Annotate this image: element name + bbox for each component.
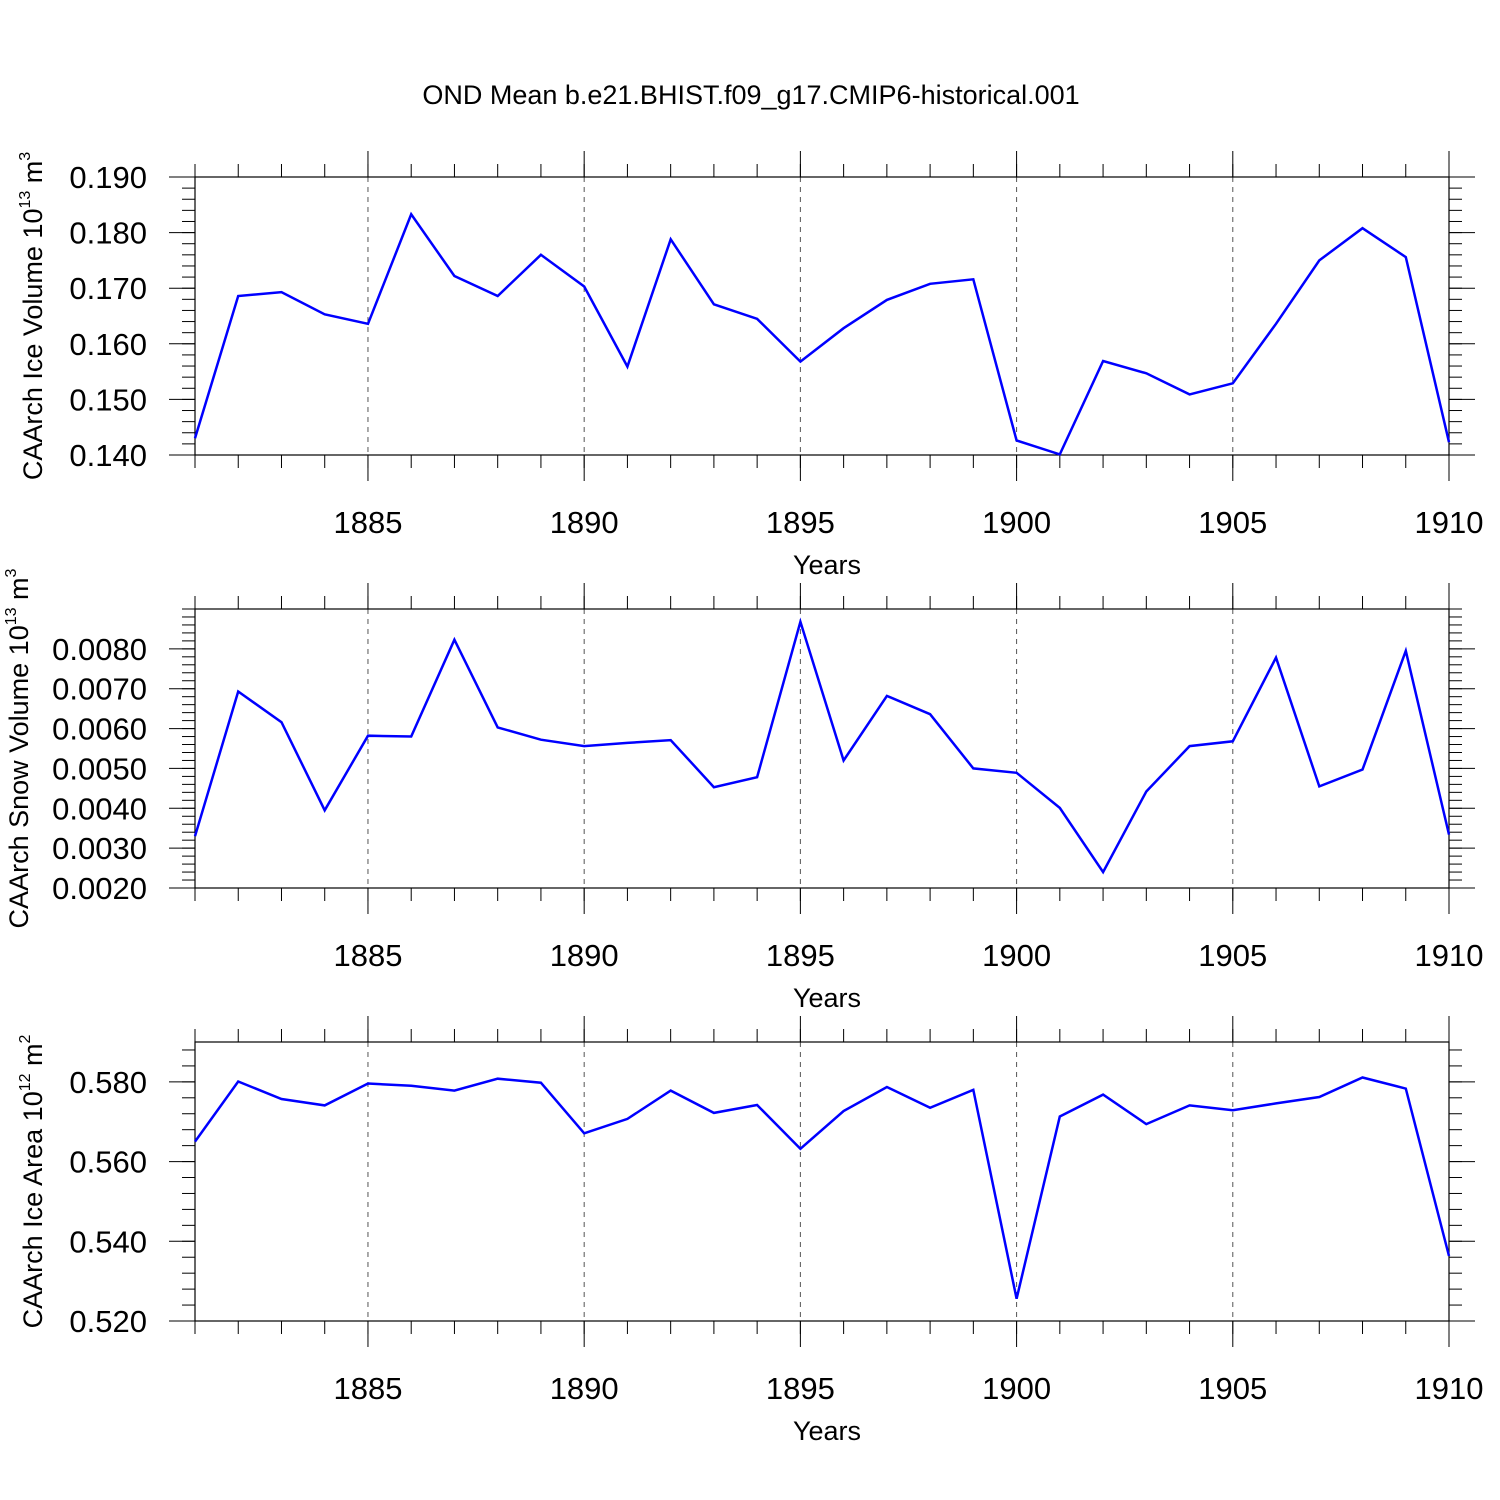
y-axis-title: CAArch Ice Volume 1013 m3 xyxy=(17,152,48,480)
x-tick-label: 1885 xyxy=(333,505,402,540)
x-tick-label: 1890 xyxy=(550,505,619,540)
y-tick-label: 0.0070 xyxy=(52,672,147,707)
y-tick-label: 0.0020 xyxy=(52,871,147,906)
y-axis-title: CAArch Snow Volume 1013 m3 xyxy=(3,568,34,928)
x-tick-label: 1900 xyxy=(982,938,1051,973)
x-axis-title: Years xyxy=(793,983,861,1013)
series-line xyxy=(193,617,1451,875)
y-tick-label: 0.0060 xyxy=(52,712,147,747)
y-tick-label: 0.150 xyxy=(69,382,147,417)
y-tick-label: 0.190 xyxy=(69,160,147,195)
chart-panel-2: 0.0020 0.0030 0.0040 0.0050 0.0060 0.0070 0.00… xyxy=(3,568,1483,1013)
x-tick-label: 1910 xyxy=(1415,1371,1484,1406)
x-axis-title: Years xyxy=(793,1416,861,1446)
series-line xyxy=(193,211,1451,456)
y-tick-label: 0.520 xyxy=(69,1304,147,1339)
y-axis-title: CAArch Ice Area 1012 m2 xyxy=(17,1034,48,1328)
x-tick-label: 1885 xyxy=(333,938,402,973)
chart-panel-3: 0.520 0.540 0.560 0.580 1885 1890 1895 1900 1905… xyxy=(17,1016,1483,1446)
x-tick-label: 1905 xyxy=(1198,505,1267,540)
series-line xyxy=(193,1076,1451,1299)
x-tick-label: 1910 xyxy=(1415,938,1484,973)
x-tick-label: 1890 xyxy=(550,938,619,973)
y-tick-label: 0.0040 xyxy=(52,791,147,826)
y-tick-label: 0.580 xyxy=(69,1065,147,1100)
x-tick-label: 1910 xyxy=(1415,505,1484,540)
plot-frame xyxy=(194,608,1450,889)
x-tick-label: 1900 xyxy=(982,1371,1051,1406)
y-tick-label: 0.0080 xyxy=(52,632,147,667)
x-tick-label: 1905 xyxy=(1198,1371,1267,1406)
x-tick-label: 1900 xyxy=(982,505,1051,540)
x-tick-label: 1895 xyxy=(766,505,835,540)
y-tick-label: 0.140 xyxy=(69,438,147,473)
y-tick-label: 0.560 xyxy=(69,1145,147,1180)
x-axis-title: Years xyxy=(793,550,861,580)
y-tick-label: 0.180 xyxy=(69,216,147,251)
y-tick-label: 0.0050 xyxy=(52,751,147,786)
x-tick-label: 1905 xyxy=(1198,938,1267,973)
y-tick-label: 0.160 xyxy=(69,327,147,362)
y-tick-label: 0.540 xyxy=(69,1224,147,1259)
x-tick-label: 1885 xyxy=(333,1371,402,1406)
y-tick-label: 0.170 xyxy=(69,271,147,306)
x-tick-label: 1895 xyxy=(766,938,835,973)
figure-title: OND Mean b.e21.BHIST.f09_g17.CMIP6-histo… xyxy=(422,80,1079,110)
x-tick-label: 1895 xyxy=(766,1371,835,1406)
chart-panel-1: 0.140 0.150 0.160 0.170 0.180 0.190 1885 1890 18… xyxy=(17,151,1483,580)
plot-frame xyxy=(194,176,1450,456)
plot-frame xyxy=(194,1041,1450,1322)
x-tick-label: 1890 xyxy=(550,1371,619,1406)
y-tick-label: 0.0030 xyxy=(52,831,147,866)
